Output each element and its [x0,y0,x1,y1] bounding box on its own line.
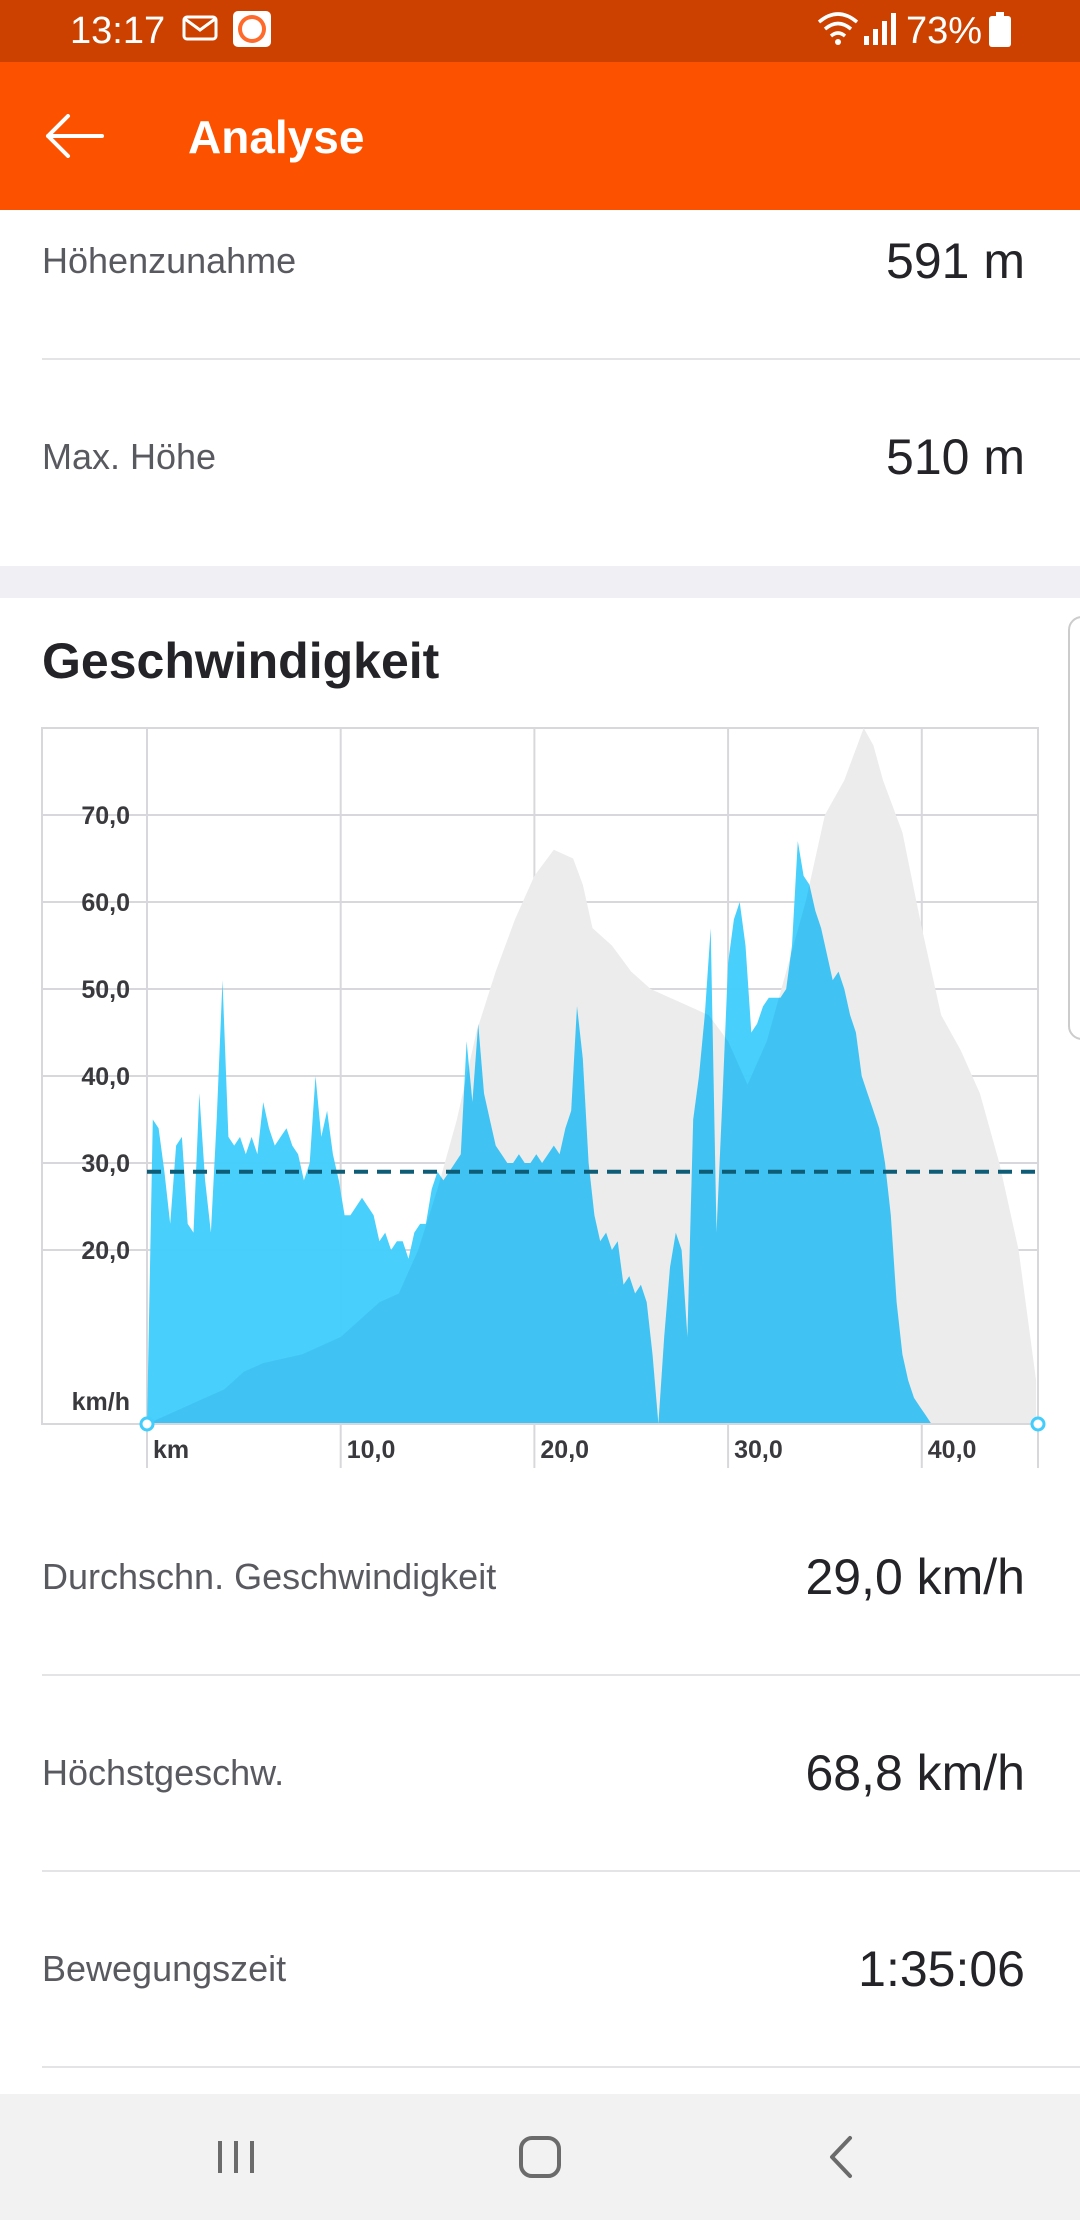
x-tick-label: 20,0 [540,1436,589,1464]
home-icon [519,2136,561,2178]
range-start-handle [139,1416,155,1432]
section-separator [0,566,1080,598]
recents-button[interactable] [196,2124,276,2190]
section-title-speed: Geschwindigkeit [42,633,440,689]
status-bar: 13:17 73% [0,0,1080,62]
speed-chart[interactable]: 20,0 30,0 40,0 50,0 60,0 70,0 km/h km 10,0 20,0 30… [0,720,1080,1480]
page-title: Analyse [188,111,365,163]
stat-row-max-elevation: Max. Höhe 510 m [0,360,1080,556]
lidl-app-icon [233,11,271,47]
stat-row-avg-speed: Durchschn. Geschwindigkeit 29,0 km/h [0,1480,1080,1676]
app-bar: Analyse [0,62,1080,210]
status-time: 13:17 [70,10,166,52]
stat-value: 591 m [886,233,1025,289]
stat-label: Max. Höhe [42,436,217,477]
x-tick-label: 40,0 [928,1436,977,1464]
range-end-handle [1030,1416,1046,1432]
divider [42,1674,1080,1676]
stat-label: Durchschn. Geschwindigkeit [42,1556,497,1597]
wifi-icon [817,12,859,45]
stat-value: 29,0 km/h [805,1549,1025,1605]
battery-percent: 73% [906,10,983,52]
stat-row-max-speed: Höchstgeschw. 68,8 km/h [0,1676,1080,1872]
recents-icon [218,2141,254,2173]
divider [42,2066,1080,2068]
y-unit-label: km/h [72,1388,130,1416]
back-nav-button[interactable] [802,2124,882,2190]
y-tick-label: 20,0 [81,1237,130,1265]
x-tick-label: 30,0 [734,1436,783,1464]
y-tick-label: 60,0 [81,889,130,917]
y-tick-label: 30,0 [81,1150,130,1178]
stat-label: Bewegungszeit [42,1948,287,1989]
home-button[interactable] [500,2124,580,2190]
arrow-left-icon [46,114,104,158]
speed-area [147,841,1037,1424]
back-button[interactable] [30,98,118,174]
speed-chart-svg: 20,0 30,0 40,0 50,0 60,0 70,0 km/h km 10,0 20,0 30… [41,727,1046,1468]
system-nav-bar [0,2094,1080,2220]
stat-value: 68,8 km/h [805,1745,1025,1801]
stat-value: 510 m [886,429,1025,485]
signal-icon [864,13,896,45]
stat-row-elevation-gain: Höhenzunahme 591 m [0,210,1080,406]
stat-label: Höchstgeschw. [42,1752,285,1793]
mail-icon [182,15,218,41]
y-tick-label: 50,0 [81,976,130,1004]
y-tick-label: 70,0 [81,802,130,830]
divider [42,358,1080,360]
battery-icon [989,12,1011,47]
stat-label: Höhenzunahme [42,240,297,281]
y-tick-label: 40,0 [81,1063,130,1091]
back-icon [830,2136,852,2178]
stat-row-moving-time: Bewegungszeit 1:35:06 [0,1872,1080,2068]
x-tick-label: 10,0 [347,1436,396,1464]
stat-value: 1:35:06 [858,1941,1025,1997]
divider [42,1870,1080,1872]
x-tick-label: km [153,1436,189,1464]
